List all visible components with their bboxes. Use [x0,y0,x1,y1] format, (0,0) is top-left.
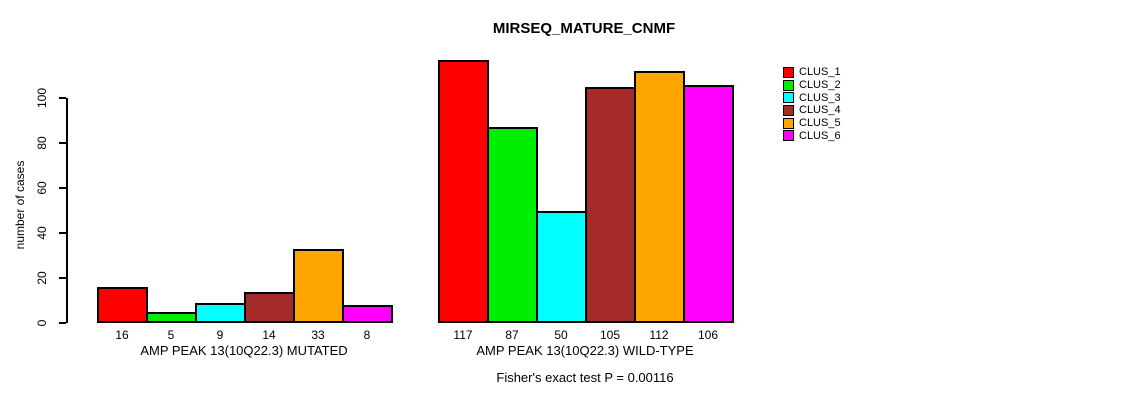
y-tick-label: 40 [35,226,49,240]
legend-swatch-icon [783,117,794,129]
bar-value-label: 14 [262,328,276,342]
legend-swatch-icon [783,92,794,104]
y-tick [59,322,66,324]
legend-swatch-icon [783,104,794,116]
bar-value-label: 117 [453,328,473,342]
bar-value-label: 105 [599,328,621,342]
bar-value-label: 16 [115,328,129,342]
group-label: AMP PEAK 13(10Q22.3) MUTATED [140,343,348,358]
legend-item-clus_2: CLUS_2 [783,79,841,92]
legend-label: CLUS_6 [799,129,841,142]
legend-item-clus_5: CLUS_5 [783,117,841,130]
bar-clus_4-mutated [244,291,295,323]
legend-swatch-icon [783,130,794,142]
group-label: AMP PEAK 13(10Q22.3) WILD-TYPE [476,343,694,358]
bar-value-label: 112 [649,328,669,342]
y-tick-label: 80 [35,136,49,150]
legend-label: CLUS_3 [799,91,841,104]
y-tick [59,142,66,144]
y-tick-label: 20 [35,271,49,285]
y-axis-label: number of cases [13,160,27,250]
bar-clus_5-mutated [293,248,344,323]
fisher-test-annotation: Fisher's exact test P = 0.00116 [496,370,674,385]
bar-clus_4-wild-type [585,86,636,323]
legend-label: CLUS_5 [799,117,841,130]
legend-swatch-icon [783,66,794,78]
bar-value-label: 106 [697,328,719,342]
bar-value-label: 9 [216,328,224,342]
bar-clus_5-wild-type [634,71,685,323]
bar-clus_2-mutated [146,311,197,323]
y-tick [59,232,66,234]
y-tick-label: 0 [35,319,49,327]
legend-item-clus_3: CLUS_3 [783,91,841,104]
legend-label: CLUS_2 [799,79,841,92]
bar-value-label: 33 [311,328,325,342]
y-tick-label: 100 [35,87,49,109]
legend: CLUS_1 CLUS_2 CLUS_3 CLUS_4 CLUS_5 CLUS_6 [783,66,841,142]
bar-value-label: 50 [554,328,568,342]
bar-clus_1-wild-type [438,59,489,323]
chart-title: MIRSEQ_MATURE_CNMF [492,20,676,37]
legend-label: CLUS_1 [799,66,841,79]
y-tick-label: 60 [35,181,49,195]
bar-value-label: 8 [363,328,371,342]
bar-clus_3-mutated [195,302,246,323]
bar-clus_6-mutated [342,305,393,323]
y-tick [59,97,66,99]
legend-label: CLUS_4 [799,104,841,117]
bar-clus_6-wild-type [683,84,734,323]
legend-item-clus_1: CLUS_1 [783,66,841,79]
y-tick [59,187,66,189]
bar-clus_1-mutated [97,287,148,323]
bar-clus_2-wild-type [487,127,538,323]
bar-value-label: 87 [505,328,519,342]
legend-swatch-icon [783,79,794,91]
y-tick [59,277,66,279]
bar-value-label: 5 [167,328,175,342]
bar-clus_3-wild-type [536,210,587,323]
legend-item-clus_4: CLUS_4 [783,104,841,117]
y-axis-line [66,98,68,323]
legend-item-clus_6: CLUS_6 [783,129,841,142]
